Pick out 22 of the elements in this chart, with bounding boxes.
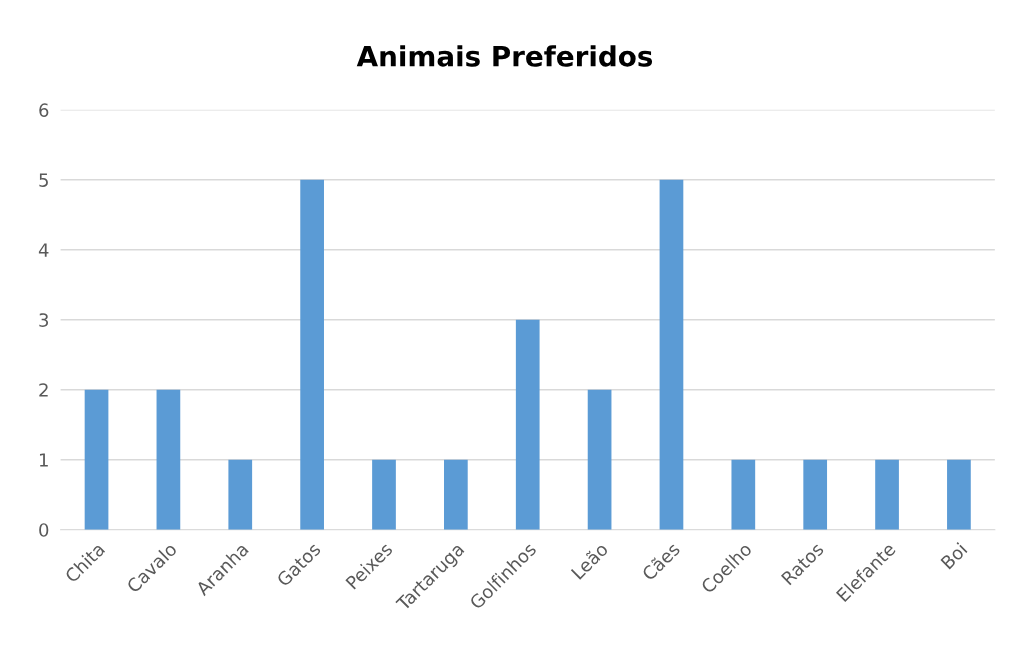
bar xyxy=(659,179,684,530)
bar xyxy=(803,459,828,530)
bar xyxy=(515,319,540,530)
y-tick-label: 5 xyxy=(39,173,48,187)
bar xyxy=(947,459,971,530)
y-tick-label: 0 xyxy=(39,523,49,537)
y-tick-label: 4 xyxy=(38,243,49,257)
y-tick-label: 1 xyxy=(39,453,48,467)
chart-title: Animais Preferidos xyxy=(356,45,653,67)
x-tick-label: Boi xyxy=(940,542,968,570)
bar xyxy=(731,459,756,530)
y-tick-label: 2 xyxy=(39,383,48,397)
bar xyxy=(875,459,899,530)
bar xyxy=(372,459,396,530)
bar xyxy=(228,459,253,530)
bar xyxy=(84,389,109,530)
y-tick-label: 6 xyxy=(39,103,49,117)
bar xyxy=(444,459,468,530)
bar xyxy=(156,389,181,530)
bar xyxy=(587,389,612,530)
y-tick-label: 3 xyxy=(39,313,49,327)
bar xyxy=(300,179,324,530)
